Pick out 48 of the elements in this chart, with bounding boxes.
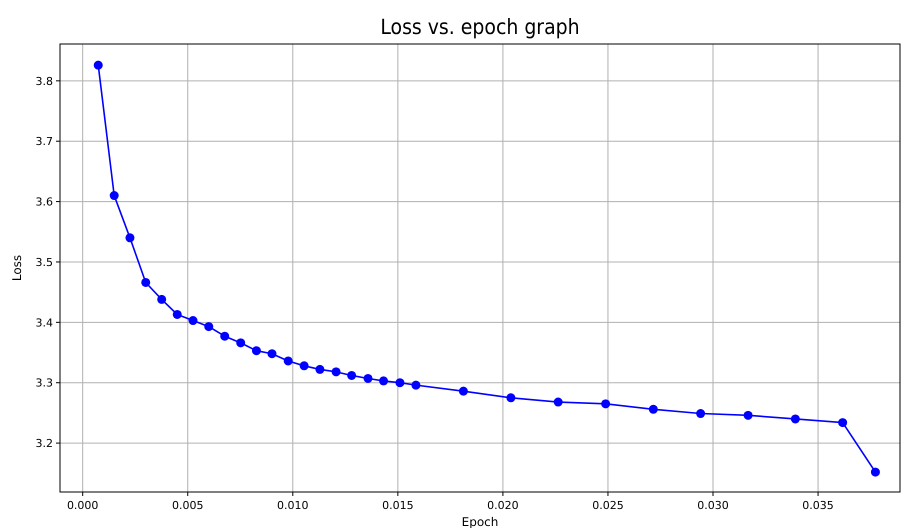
x-tick-label: 0.025 (592, 499, 624, 512)
chart-title: Loss vs. epoch graph (380, 15, 580, 39)
x-tick-label: 0.035 (802, 499, 834, 512)
point (236, 338, 246, 348)
point (870, 468, 880, 477)
point (696, 409, 706, 418)
point (506, 393, 516, 402)
y-tick-label: 3.4 (36, 316, 53, 330)
point (379, 376, 388, 386)
point (601, 399, 610, 408)
y-tick-label: 3.8 (36, 74, 53, 88)
y-tick-label: 3.5 (36, 256, 53, 269)
point (458, 386, 468, 396)
y-tick-label: 3.2 (36, 437, 53, 450)
y-tick-label: 3.7 (36, 135, 53, 148)
point (411, 380, 420, 390)
point (648, 404, 658, 414)
point (395, 378, 404, 388)
x-tick-label: 0.015 (382, 499, 414, 512)
x-tick-label: 0.010 (277, 499, 309, 512)
point (141, 278, 150, 287)
point (172, 310, 182, 319)
point (94, 60, 103, 70)
point (554, 398, 563, 407)
point (300, 361, 309, 370)
point (252, 346, 261, 356)
point (347, 370, 356, 380)
y-tick-label: 3.6 (36, 196, 53, 209)
point (220, 332, 230, 341)
point (315, 364, 324, 374)
point (204, 322, 214, 332)
point (744, 410, 753, 420)
x-tick-label: 0.005 (172, 499, 204, 512)
x-tick-label: 0.030 (697, 499, 729, 512)
point (332, 367, 341, 376)
point (188, 316, 198, 326)
point (790, 414, 800, 424)
y-tick-label: 3.3 (36, 376, 53, 390)
x-tick-label: 0.020 (487, 499, 519, 512)
point (125, 233, 134, 242)
point (267, 349, 276, 358)
x-tick-label: 0.000 (66, 499, 98, 512)
point (110, 191, 119, 200)
point (838, 418, 848, 428)
point (364, 374, 373, 383)
point (284, 356, 293, 366)
point (157, 294, 166, 304)
y-axis-title: Loss (10, 254, 24, 282)
